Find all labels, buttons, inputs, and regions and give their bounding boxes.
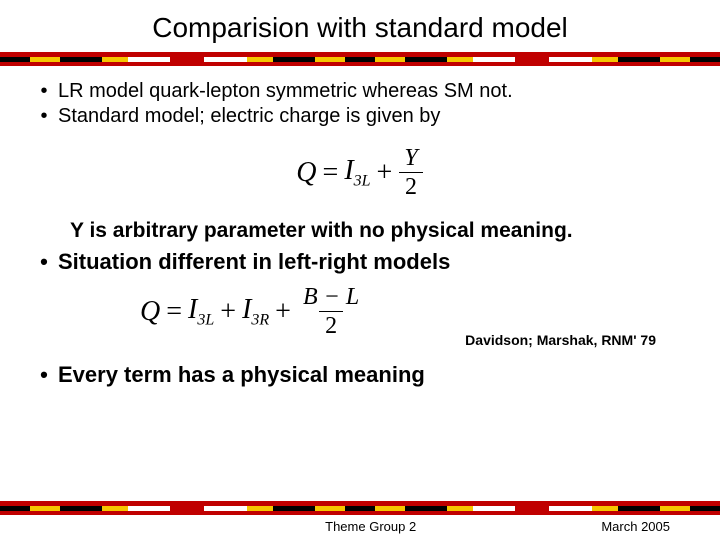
equation-1: Q = I3L + Y 2: [30, 146, 690, 199]
bullet-4: •Every term has a physical meaning: [30, 362, 690, 388]
bullet-4-text: Every term has a physical meaning: [58, 362, 425, 388]
bullet-1-text: LR model quark-lepton symmetric whereas …: [58, 80, 513, 103]
bullet-1: •LR model quark-lepton symmetric whereas…: [30, 80, 690, 103]
top-divider: [0, 52, 720, 66]
bullet-3: •Situation different in left-right model…: [30, 249, 690, 275]
equation-2: Q = I3L + I3R + B − L 2: [140, 285, 365, 338]
footer-right: March 2005: [601, 519, 670, 534]
bullet-2-text: Standard model; electric charge is given…: [58, 105, 440, 128]
bottom-divider: [0, 501, 720, 515]
footer: Theme Group 2 March 2005: [0, 501, 720, 540]
bullet-2: •Standard model; electric charge is give…: [30, 105, 690, 128]
content-area: •LR model quark-lepton symmetric whereas…: [0, 66, 720, 388]
bullet-3-text: Situation different in left-right models: [58, 249, 450, 275]
slide-title: Comparision with standard model: [0, 0, 720, 52]
footer-center: Theme Group 2: [0, 519, 601, 534]
indent-line: Y is arbitrary parameter with no physica…: [70, 219, 690, 243]
